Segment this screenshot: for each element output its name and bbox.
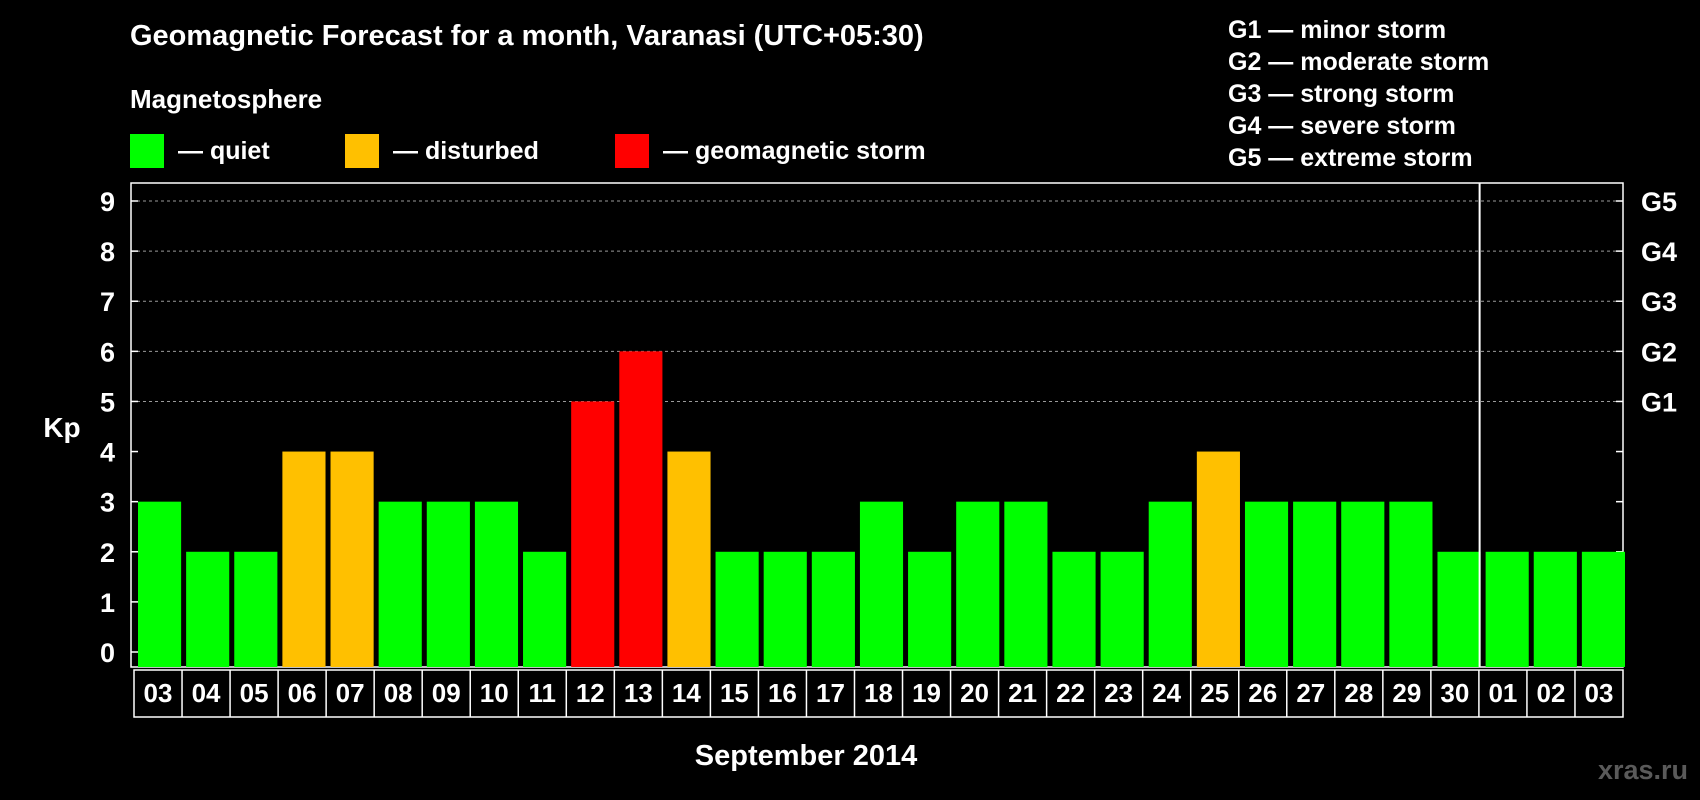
x-tick-label-25: 28 [1344,678,1373,708]
x-tick-label-6: 09 [432,678,461,708]
y-tick-label-6: 6 [100,337,115,367]
legend-item-disturbed: — disturbed [345,134,539,168]
bar-12 [715,551,759,667]
x-tick-label-13: 16 [768,678,797,708]
right-axis-label-g1: G1 [1641,387,1677,417]
x-tick-label-9: 12 [576,678,605,708]
bar-3 [282,451,326,667]
x-tick-label-30: 03 [1585,678,1614,708]
y-tick-label-4: 4 [100,438,115,468]
right-axis-label-g2: G2 [1641,337,1677,367]
x-tick-label-24: 27 [1296,678,1325,708]
bar-21 [1148,501,1192,667]
g-scale-legend: G1 — minor storm G2 — moderate storm G3 … [1228,14,1489,174]
x-tick-label-18: 21 [1008,678,1037,708]
legend-swatch-disturbed [345,134,379,168]
x-tick-label-21: 24 [1152,678,1181,708]
bar-4 [330,451,374,667]
x-axis-label: September 2014 [695,740,917,772]
x-tick-label-27: 30 [1440,678,1469,708]
x-tick-label-20: 23 [1104,678,1133,708]
x-tick-label-17: 20 [960,678,989,708]
x-tick-label-26: 29 [1392,678,1421,708]
bar-18 [1004,501,1048,667]
x-tick-label-23: 26 [1248,678,1277,708]
x-tick-label-15: 18 [864,678,893,708]
right-axis-label-g4: G4 [1641,237,1677,267]
bar-29 [1533,551,1577,667]
y-tick-label-5: 5 [100,387,115,417]
x-tick-label-8: 11 [529,678,557,708]
y-tick-label-9: 9 [100,187,115,217]
y-tick-label-7: 7 [100,287,115,317]
bar-24 [1293,501,1337,667]
y-tick-label-8: 8 [100,237,115,267]
x-tick-label-4: 07 [336,678,365,708]
g-level-g1: G1 — minor storm [1228,16,1447,44]
bar-2 [234,551,278,667]
bar-22 [1196,451,1240,667]
legend-label-storm: — geomagnetic storm [663,136,926,165]
bar-15 [859,501,904,667]
bar-10 [619,351,663,667]
bar-5 [378,501,422,667]
bar-0 [138,501,182,667]
bar-23 [1244,501,1289,667]
bar-28 [1485,551,1529,667]
chart-title: Geomagnetic Forecast for a month, Varana… [130,20,924,52]
bar-1 [186,551,230,667]
g-level-g5: G5 — extreme storm [1228,144,1473,172]
bar-6 [426,501,470,667]
bar-27 [1437,551,1481,667]
bar-14 [811,551,855,667]
legend-label-quiet: — quiet [178,136,270,165]
y-tick-label-1: 1 [100,588,115,618]
legend-swatch-storm [615,134,649,168]
x-tick-label-29: 02 [1536,678,1565,708]
magnetosphere-heading: Magnetosphere [130,84,323,114]
x-tick-label-12: 15 [720,678,749,708]
legend-item-quiet: — quiet [130,134,270,168]
x-tick-label-11: 14 [672,678,701,708]
bar-26 [1389,501,1433,667]
legend-swatch-quiet [130,134,164,168]
right-axis-label-g5: G5 [1641,187,1677,217]
bar-25 [1341,501,1385,667]
x-tick-label-28: 01 [1488,678,1517,708]
y-axis-label: Kp [43,412,80,443]
g-level-g3: G3 — strong storm [1228,80,1455,108]
bar-20 [1100,551,1144,667]
y-tick-label-2: 2 [100,538,115,568]
x-tick-label-16: 19 [912,678,941,708]
x-tick-label-14: 17 [816,678,845,708]
bar-19 [1052,551,1096,667]
watermark: xras.ru [1597,755,1688,785]
x-tick-label-1: 04 [192,678,221,708]
bar-11 [667,451,711,667]
bar-13 [763,551,807,667]
x-tick-label-2: 05 [240,678,269,708]
x-tick-label-3: 06 [288,678,317,708]
x-axis-box [133,669,1624,718]
bar-9 [571,401,615,667]
y-tick-label-3: 3 [100,488,115,518]
x-tick-label-7: 10 [480,678,509,708]
bar-8 [523,551,567,667]
legend-label-disturbed: — disturbed [393,136,539,165]
legend-item-storm: — geomagnetic storm [615,134,926,168]
right-axis-label-g3: G3 [1641,287,1677,317]
bar-30 [1581,551,1625,667]
x-tick-label-22: 25 [1200,678,1229,708]
bar-7 [474,501,519,667]
y-tick-label-0: 0 [100,638,115,668]
bar-17 [956,501,1000,667]
x-tick-label-19: 22 [1056,678,1085,708]
x-tick-label-0: 03 [144,678,173,708]
x-tick-label-10: 13 [624,678,653,708]
bar-16 [908,551,952,667]
g-level-g4: G4 — severe storm [1228,112,1456,140]
g-level-g2: G2 — moderate storm [1228,48,1490,76]
x-tick-label-5: 08 [384,678,413,708]
